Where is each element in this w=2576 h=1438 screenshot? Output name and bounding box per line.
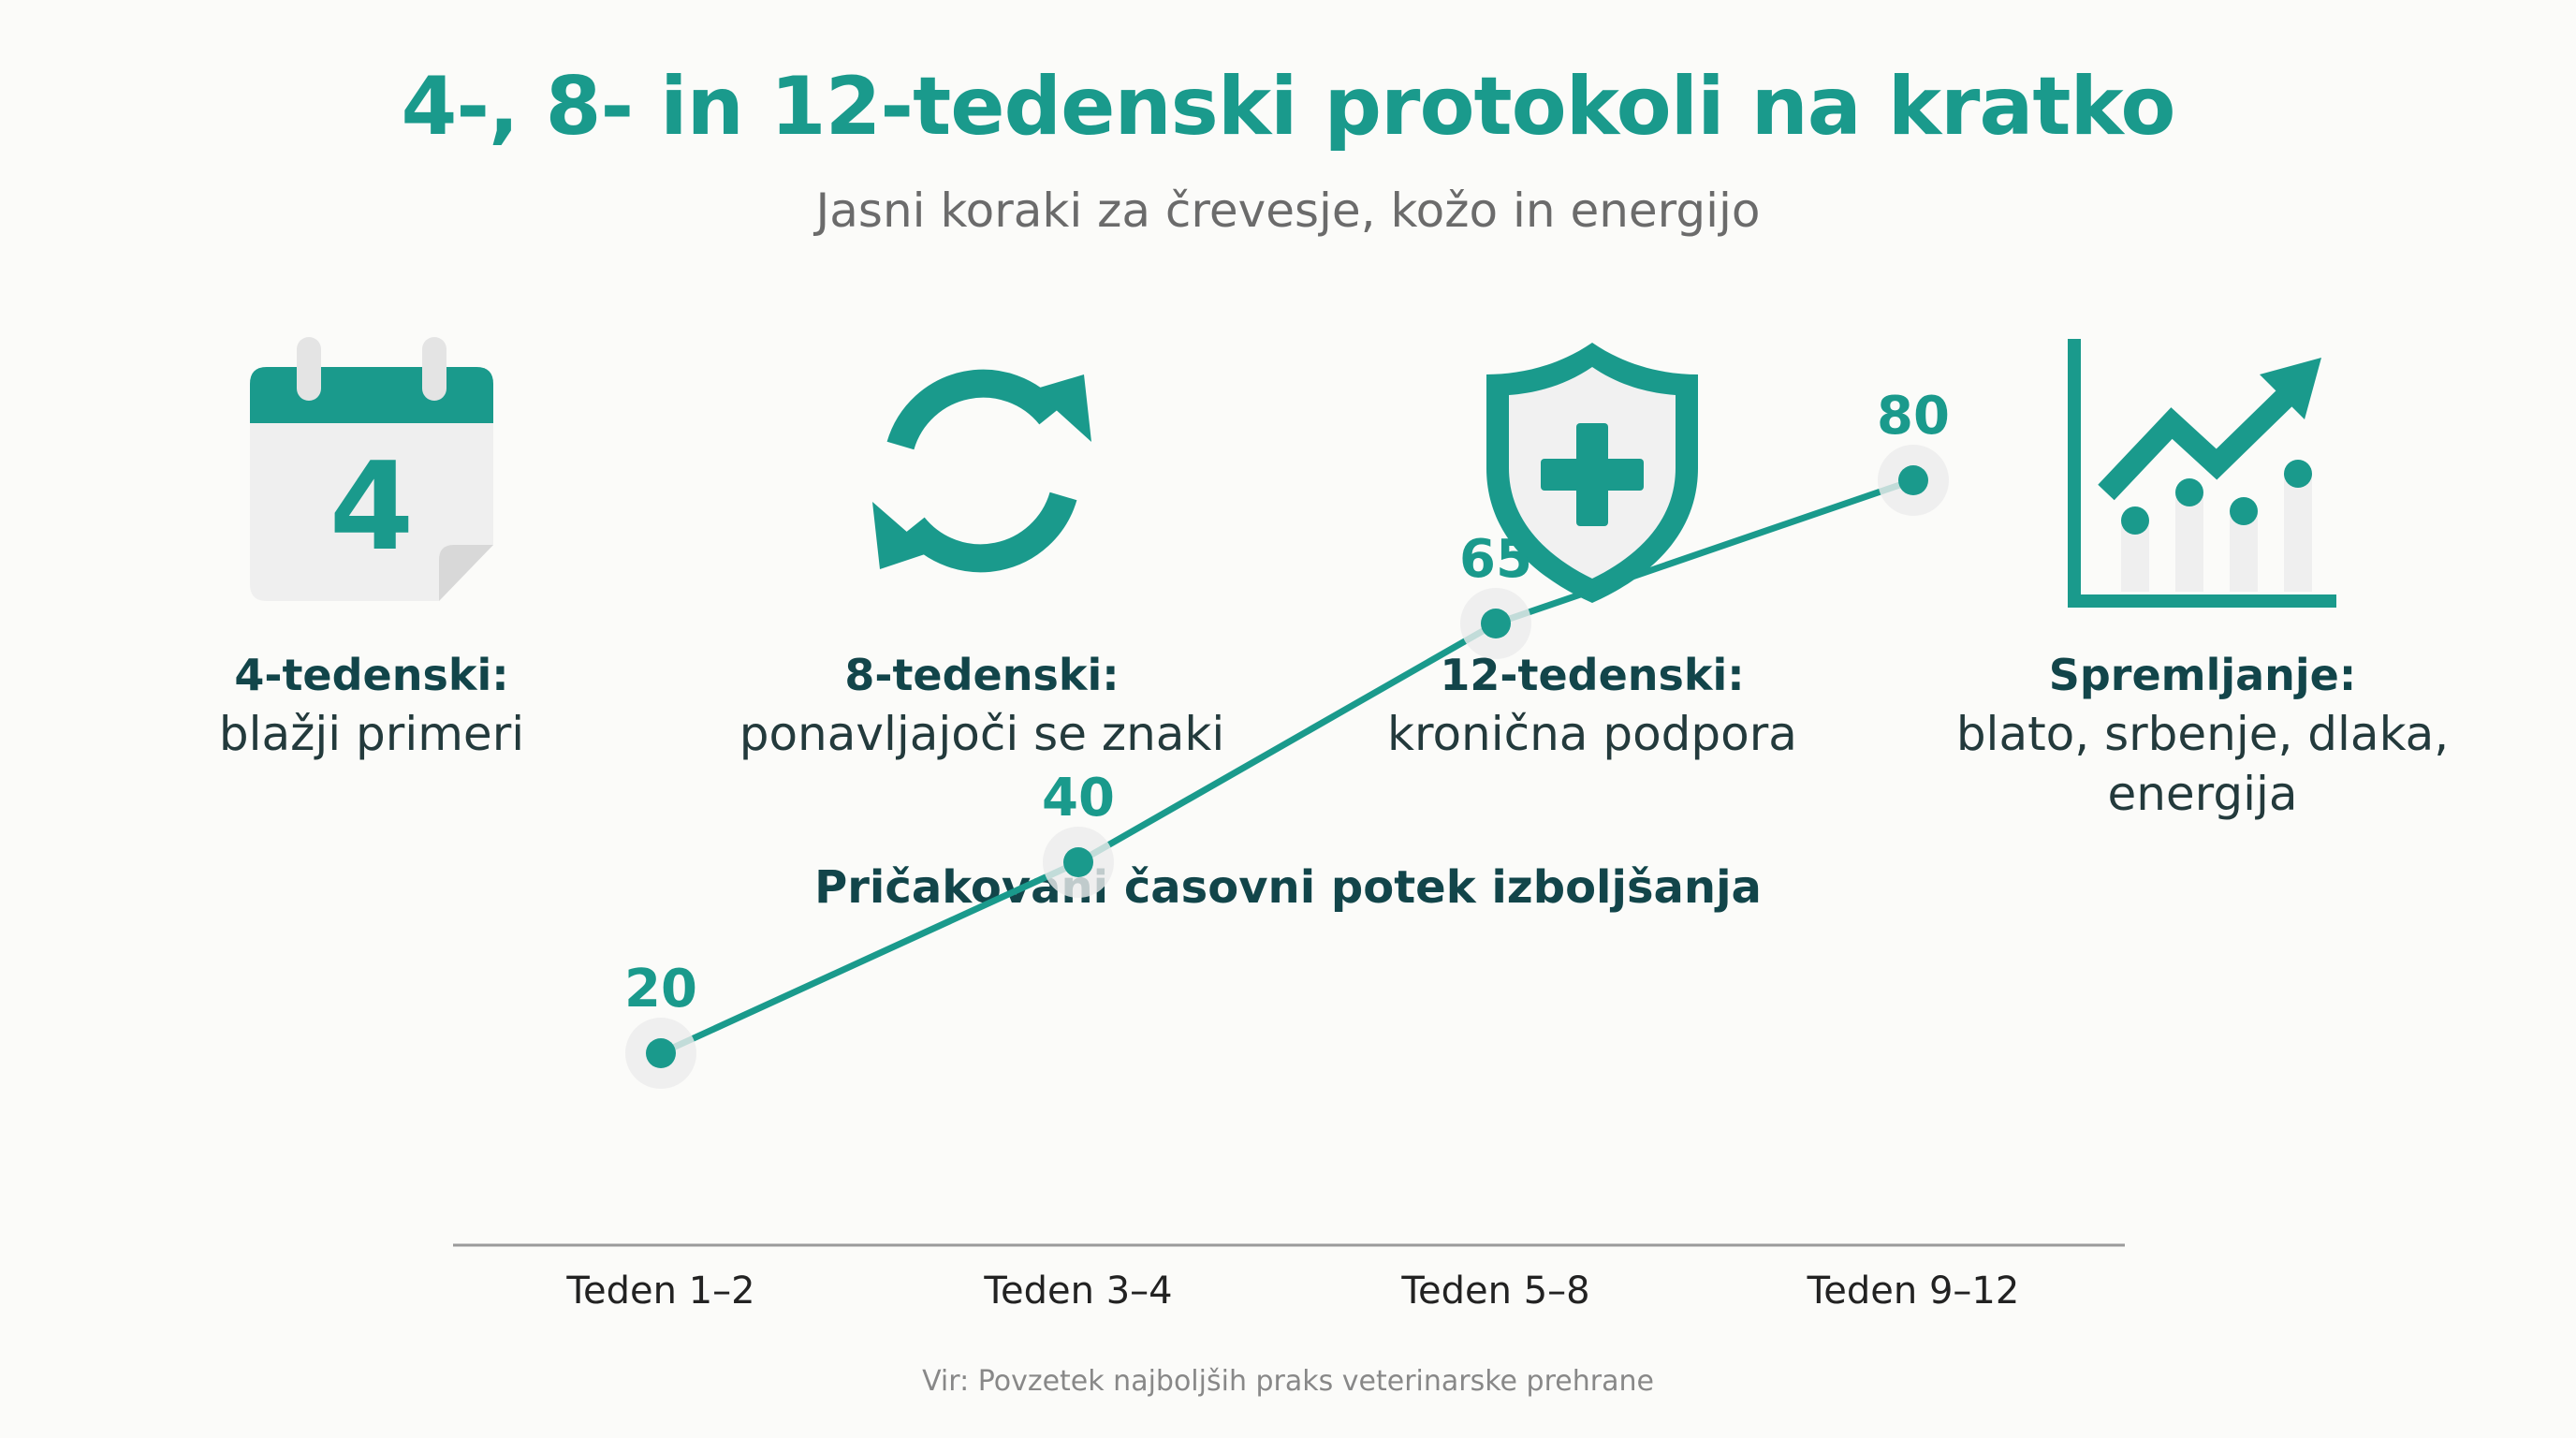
data-point — [1481, 609, 1511, 638]
refresh-cycle-icon — [682, 337, 1281, 609]
feature-desc: ponavljajoči se znaki — [739, 707, 1225, 761]
data-label: 20 — [624, 959, 697, 1020]
feature-4-week: 4 4-tedenski: blažji primeri — [72, 337, 671, 764]
data-point — [1063, 847, 1093, 877]
feature-label: Spremljanje: — [2048, 650, 2357, 700]
feature-label: 8-tedenski: — [844, 650, 1120, 700]
data-point — [1898, 465, 1928, 495]
feature-12-week: 12-tedenski: kronična podpora — [1293, 337, 1892, 764]
x-tick-label: Teden 9–12 — [1807, 1269, 2020, 1313]
data-point — [646, 1038, 676, 1068]
x-tick-label: Teden 1–2 — [565, 1269, 754, 1313]
shield-cross-icon — [1293, 337, 1892, 609]
x-tick-label: Teden 3–4 — [983, 1269, 1172, 1313]
data-label: 65 — [1459, 529, 1532, 590]
series-line — [657, 477, 1917, 1057]
source-note: Vir: Povzetek najboljših praks veterinar… — [922, 1365, 1654, 1398]
data-label: 80 — [1877, 386, 1950, 447]
trending-chart-icon — [1903, 337, 2502, 609]
calendar-number: 4 — [329, 435, 414, 578]
x-tick-label: Teden 5–8 — [1400, 1269, 1589, 1313]
data-label: 40 — [1042, 768, 1115, 829]
feature-monitoring: Spremljanje: blato, srbenje, dlaka, ener… — [1903, 337, 2502, 824]
feature-desc: blažji primeri — [218, 707, 525, 761]
feature-8-week: 8-tedenski: ponavljajoči se znaki — [682, 337, 1281, 764]
page-subtitle: Jasni koraki za črevesje, kožo in energi… — [815, 183, 1761, 238]
page-title: 4-, 8- in 12-tedenski protokoli na kratk… — [401, 60, 2175, 154]
chart-title: Pričakovani časovni potek izboljšanja — [814, 861, 1762, 914]
feature-desc: blato, srbenje, dlaka, energija — [1955, 707, 2450, 821]
calendar-icon: 4 — [72, 337, 671, 609]
feature-desc: kronična podpora — [1387, 707, 1797, 761]
feature-label: 4-tedenski: — [234, 650, 509, 700]
